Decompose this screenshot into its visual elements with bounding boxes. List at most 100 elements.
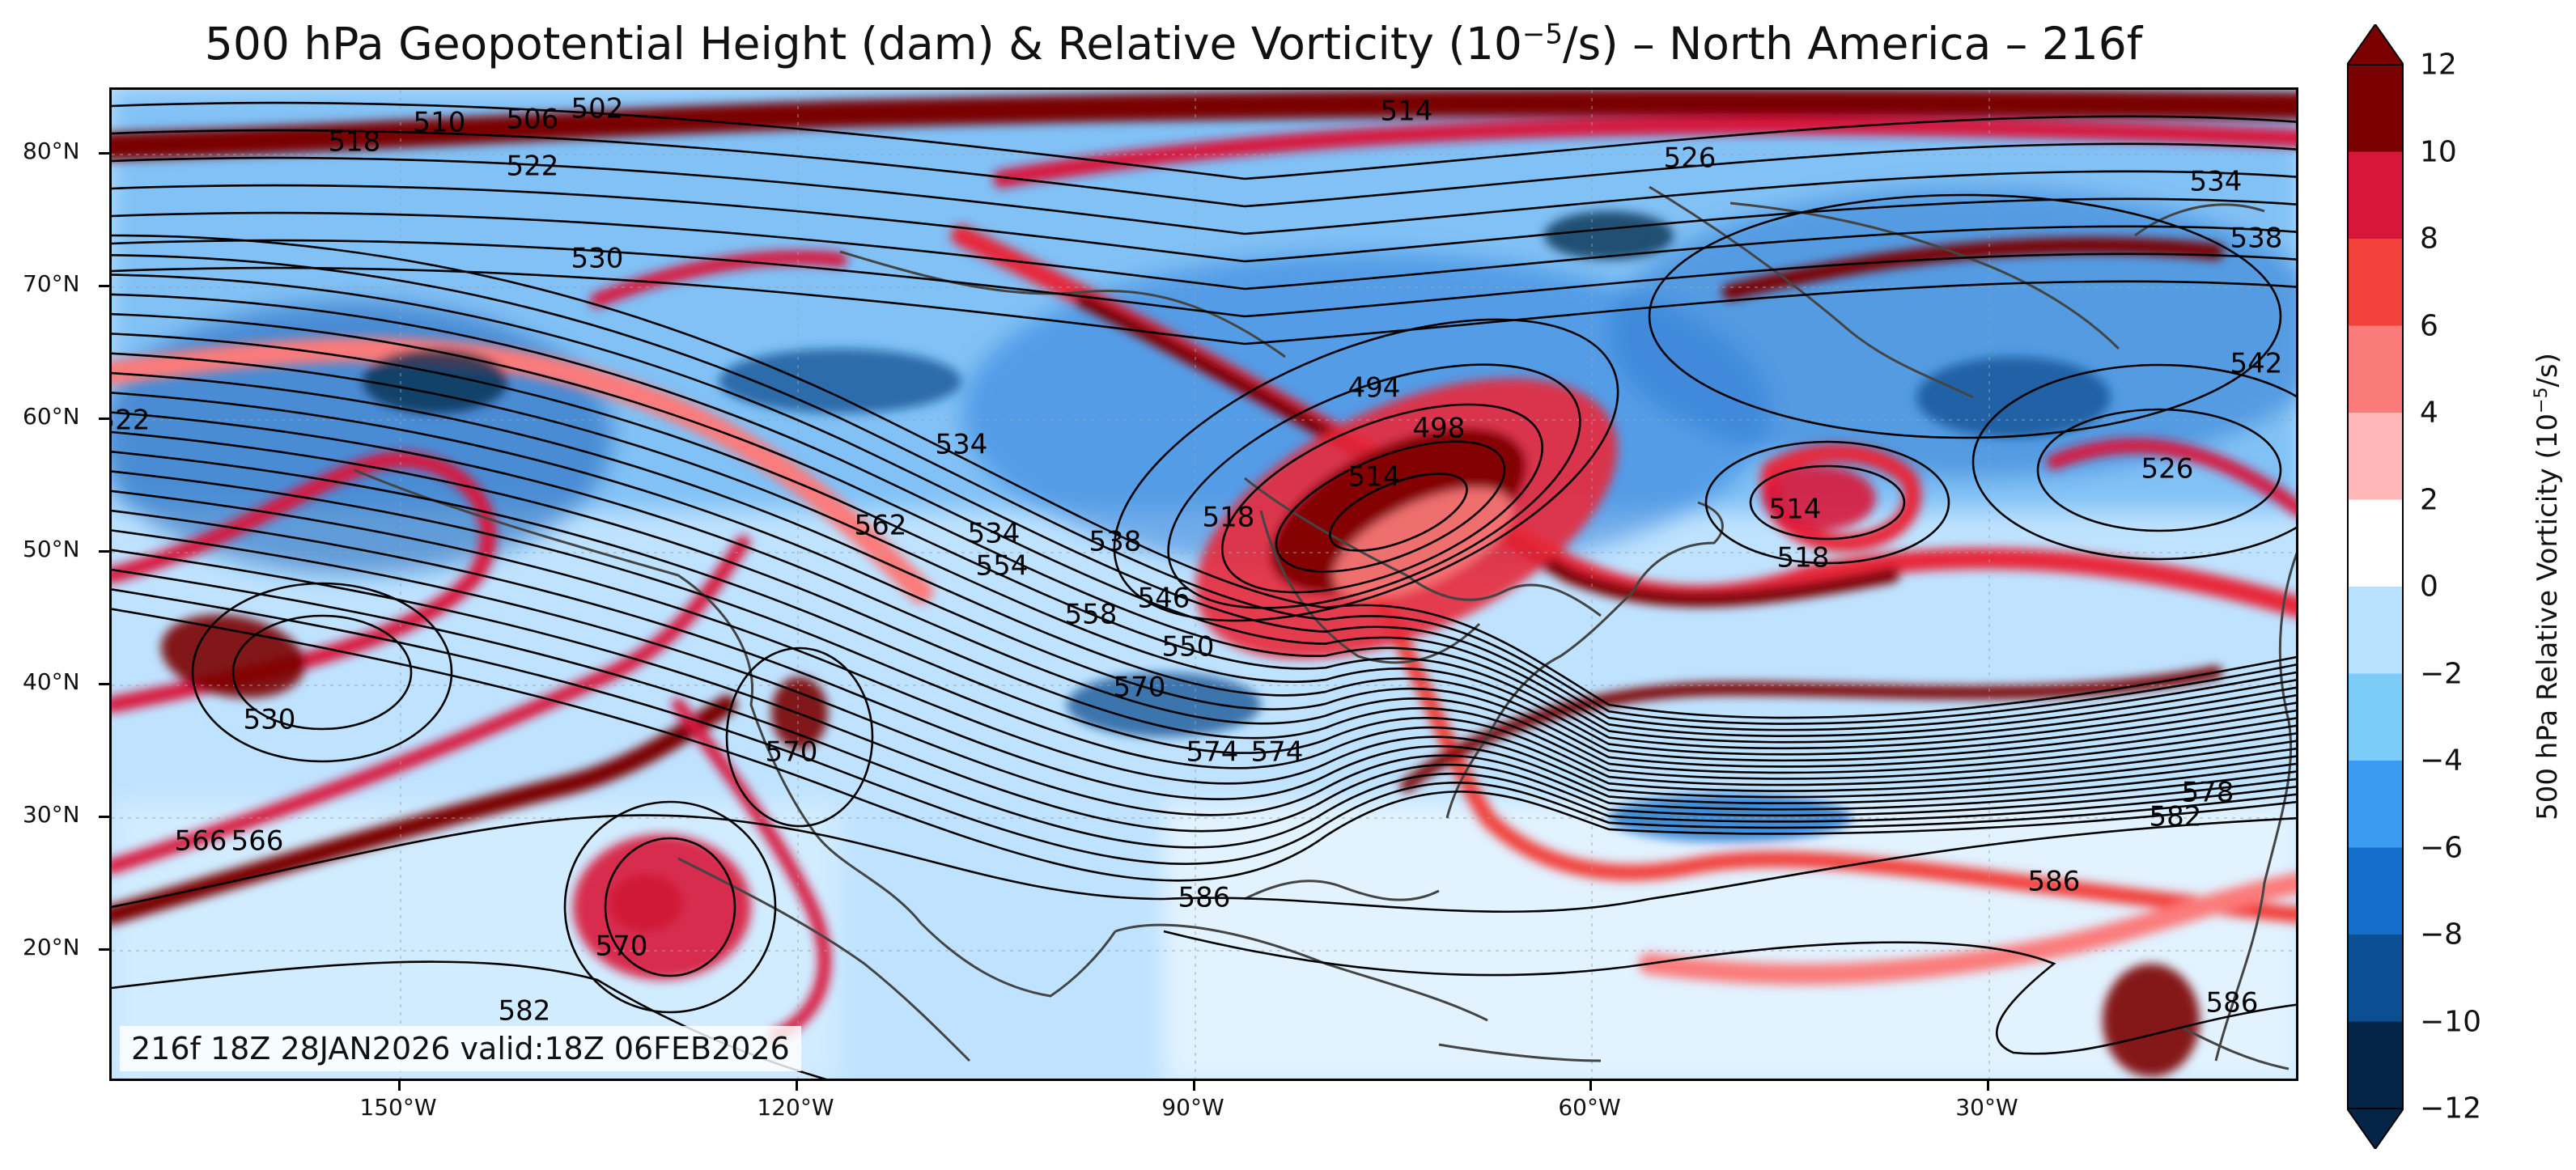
height-contour: [112, 293, 2296, 738]
vorticity-band: [993, 117, 2296, 188]
latitude-tick: [99, 418, 110, 420]
height-contour-label: 586: [2206, 987, 2259, 1020]
height-contour-label: 558: [1065, 599, 1118, 631]
height-contour: [112, 371, 2296, 762]
height-contour-label: 538: [1089, 526, 1142, 558]
vorticity-band: [112, 695, 736, 925]
valid-time-label: 216f 18Z 28JAN2026 valid:18Z 06FEB2026: [120, 1026, 801, 1071]
height-contour: [112, 568, 2296, 849]
height-contour: [112, 814, 2296, 914]
colorbar-tick-label: 12: [2420, 48, 2457, 82]
colorbar-segment: [2347, 935, 2404, 1022]
height-contour: [1220, 403, 1544, 594]
colorbar-segment: [2347, 673, 2404, 761]
colorbar-segment: [2347, 847, 2404, 935]
height-contour-label: 566: [175, 825, 227, 858]
vorticity-band: [2047, 439, 2296, 516]
latitude-label: 40°N: [23, 668, 80, 695]
latitude-label: 60°N: [23, 403, 80, 430]
height-contour-label: 518: [329, 126, 381, 159]
height-contour: [112, 211, 2296, 290]
colorbar-tick-label: 8: [2420, 222, 2438, 256]
longitude-label: 60°W: [1558, 1094, 1621, 1121]
height-contour-label: 578: [2182, 777, 2234, 809]
colorbar-tick-label: −2: [2420, 657, 2464, 690]
longitude-label: 30°W: [1955, 1094, 2018, 1121]
latitude-tick: [99, 948, 110, 951]
colorbar-extend-min: [2347, 1108, 2404, 1149]
height-contour-label: 534: [2190, 166, 2243, 198]
height-contour-label: 514: [1769, 494, 1822, 526]
height-contour-label: 542: [2230, 348, 2283, 380]
colorbar-tick-label: −4: [2420, 744, 2464, 778]
height-contour-label: 522: [112, 405, 150, 437]
height-contour-labels: 502 506 510 514 518 522 526 530 534 538 542 546 550 5…: [112, 93, 2282, 1028]
vorticity-height-map: 502 506 510 514 518 522 526 530 534 538 542 546 550 5…: [112, 90, 2296, 1079]
height-contour-label: 546: [1138, 583, 1190, 615]
height-contour-label: 570: [596, 930, 648, 963]
vorticity-band: [112, 451, 497, 713]
vorticity-band: [112, 337, 933, 604]
colorbar-segment: [2347, 65, 2404, 152]
height-contour-label: 514: [1381, 95, 1433, 128]
longitude-tick: [398, 1081, 401, 1091]
height-contour-label: 510: [414, 107, 466, 139]
vorticity-center: [1763, 466, 1876, 531]
height-contour: [112, 608, 2296, 882]
height-contour: [112, 101, 2296, 180]
height-contour: [112, 234, 2296, 719]
longitude-label: 90°W: [1161, 1094, 1224, 1121]
height-contour-label: 550: [1162, 631, 1215, 663]
height-contour-label: 582: [499, 995, 551, 1028]
height-contour-label: 574: [1186, 736, 1239, 769]
height-contour-label: 570: [766, 736, 818, 769]
colorbar-tick-label: 10: [2420, 135, 2457, 168]
vorticity-band: [1722, 237, 2224, 300]
vorticity-bands: [112, 90, 2296, 1077]
height-contour: [112, 129, 2296, 208]
height-contour-label: 554: [976, 550, 1029, 583]
height-contour: [112, 254, 2296, 725]
latitude-label: 20°N: [23, 934, 80, 960]
height-contours: [112, 101, 2296, 1079]
height-contour: [112, 411, 2296, 774]
latitude-tick: [99, 683, 110, 685]
colorbar-tick-label: 6: [2420, 309, 2438, 342]
colorbar-tick-label: −8: [2420, 918, 2464, 952]
height-contour: [112, 312, 2296, 744]
height-contour: [1648, 193, 2282, 439]
height-contour: [191, 582, 453, 763]
colorbar-extend-max: [2347, 24, 2404, 66]
vorticity-center: [1544, 211, 1674, 260]
colorbar-tick-label: 2: [2420, 483, 2438, 516]
longitude-tick: [1193, 1081, 1195, 1091]
height-contour: [112, 451, 2296, 786]
height-contour: [112, 239, 2296, 318]
height-contour-label: 534: [936, 429, 988, 461]
height-contour: [1163, 930, 2296, 1055]
vorticity-center: [160, 614, 306, 698]
height-contour: [112, 549, 2296, 833]
vorticity-center: [719, 349, 961, 413]
height-contour-label: 522: [507, 150, 559, 183]
height-contour: [2036, 408, 2282, 532]
vorticity-band: [1400, 666, 2222, 792]
longitude-label: 150°W: [359, 1094, 437, 1121]
vorticity-band: [1366, 583, 2296, 923]
height-contour: [112, 266, 2296, 345]
height-contour: [112, 470, 2296, 792]
height-contour: [1329, 473, 1468, 552]
colorbar-segment: [2347, 761, 2404, 848]
height-contour-label: 498: [1413, 413, 1466, 445]
latitude-tick: [99, 152, 110, 155]
map-panel: 502 506 510 514 518 522 526 530 534 538 542 546 550 5…: [109, 87, 2298, 1081]
height-contour-label: 502: [571, 93, 624, 125]
colorbar-segment: [2347, 239, 2404, 326]
latitude-label: 30°N: [23, 801, 80, 828]
latitude-label: 80°N: [23, 138, 80, 164]
height-contour-label: 518: [1203, 502, 1255, 534]
vorticity-center: [2103, 964, 2200, 1077]
height-contour-label: 526: [1664, 142, 1717, 175]
height-contour: [725, 646, 874, 828]
height-contour: [112, 184, 2296, 263]
